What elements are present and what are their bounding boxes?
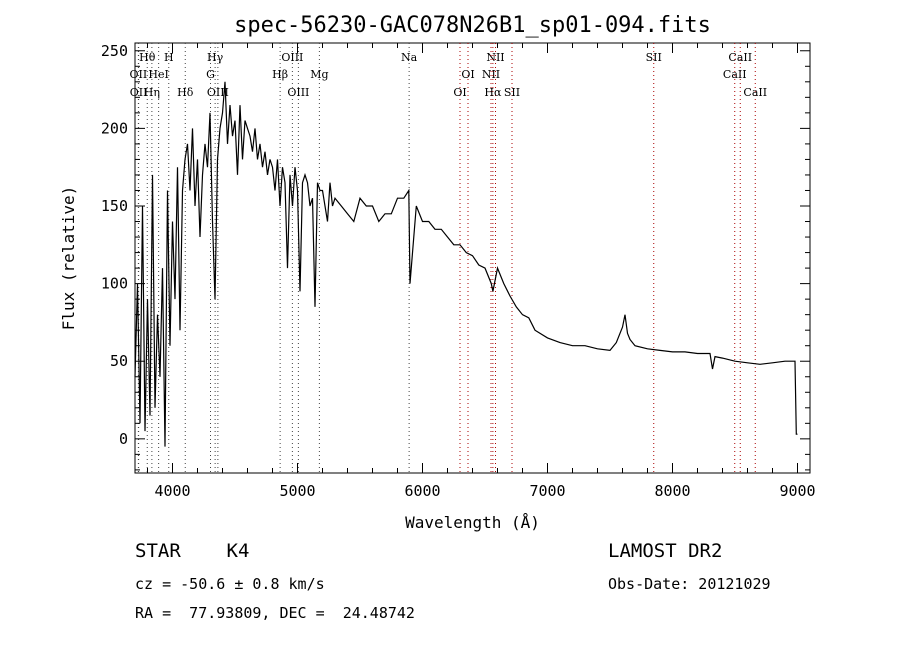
line-marker-label: OIII bbox=[287, 86, 309, 99]
line-marker-label: OI bbox=[453, 86, 466, 99]
y-tick-label: 200 bbox=[101, 119, 128, 137]
line-marker-label: HeI bbox=[148, 68, 168, 81]
line-marker-label: Mg bbox=[310, 68, 328, 81]
y-tick-label: 50 bbox=[110, 352, 128, 370]
observation-date: Obs-Date: 20121029 bbox=[608, 575, 771, 593]
line-marker-label: SII bbox=[646, 51, 662, 64]
object-classification: STAR K4 bbox=[135, 540, 250, 562]
line-marker-label: Na bbox=[401, 51, 418, 64]
line-marker-label: Hθ bbox=[139, 51, 156, 64]
redshift-velocity: cz = -50.6 ± 0.8 km/s bbox=[135, 575, 325, 593]
y-tick-label: 100 bbox=[101, 275, 128, 293]
line-marker-label: H bbox=[164, 51, 174, 64]
line-marker-label: OIII bbox=[281, 51, 303, 64]
line-marker-label: OI bbox=[461, 68, 474, 81]
line-marker-label: SII bbox=[504, 86, 520, 99]
x-tick-label: 4000 bbox=[154, 482, 190, 500]
line-marker-label: Hγ bbox=[207, 51, 224, 64]
line-marker-label: Hδ bbox=[177, 86, 194, 99]
x-tick-label: 5000 bbox=[279, 482, 315, 500]
line-marker-label: Hβ bbox=[272, 68, 288, 81]
chart-title: spec-56230-GAC078N26B1_sp01-094.fits bbox=[234, 13, 711, 38]
y-tick-label: 250 bbox=[101, 42, 128, 60]
x-axis-label: Wavelength (Å) bbox=[405, 513, 540, 532]
x-tick-label: 7000 bbox=[529, 482, 565, 500]
sky-coordinates: RA = 77.93809, DEC = 24.48742 bbox=[135, 604, 415, 622]
plot-frame bbox=[134, 42, 811, 474]
y-tick-label: 0 bbox=[119, 430, 128, 448]
line-marker-label: G bbox=[206, 68, 215, 81]
survey-name: LAMOST DR2 bbox=[608, 540, 723, 562]
line-marker-label: Hη bbox=[144, 86, 160, 99]
line-marker-label: OII bbox=[130, 68, 148, 81]
spectrum-series bbox=[134, 81, 798, 447]
line-marker-label: NII bbox=[482, 68, 500, 81]
line-marker-label: Hα bbox=[484, 86, 502, 99]
x-tick-label: 8000 bbox=[654, 482, 690, 500]
line-marker-label: CaII bbox=[728, 51, 752, 64]
line-marker-label: CaII bbox=[723, 68, 747, 81]
line-marker-label: NII bbox=[486, 51, 504, 64]
line-marker-label: OII bbox=[130, 86, 148, 99]
y-axis-label: Flux (relative) bbox=[59, 186, 78, 331]
line-marker-label: CaII bbox=[743, 86, 767, 99]
y-tick-label: 150 bbox=[101, 197, 128, 215]
x-tick-label: 6000 bbox=[404, 482, 440, 500]
x-tick-label: 9000 bbox=[779, 482, 815, 500]
